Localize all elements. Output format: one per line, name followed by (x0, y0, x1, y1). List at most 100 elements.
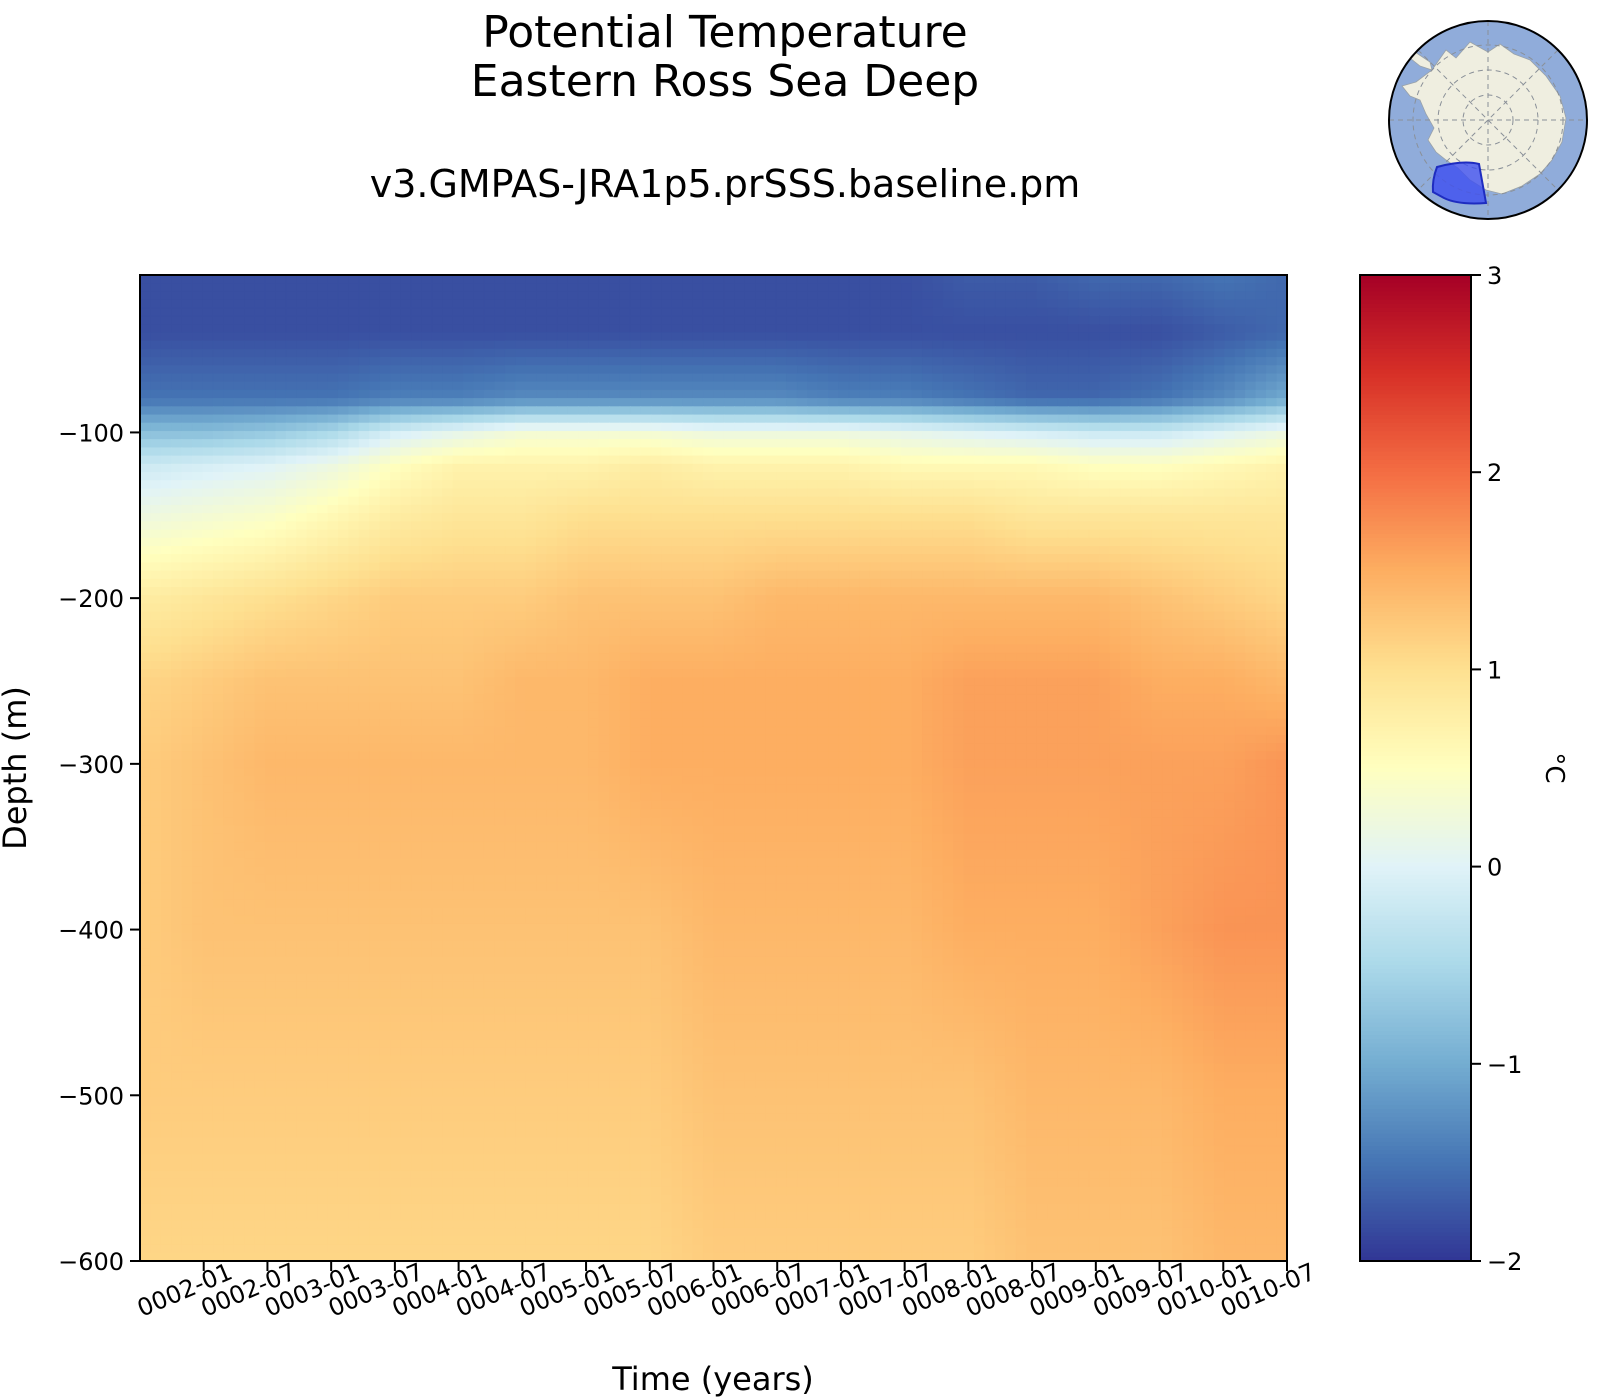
heat-cell (1067, 299, 1080, 309)
heat-cell (264, 463, 277, 473)
heat-cell (661, 578, 673, 588)
heat-cell (431, 439, 444, 449)
heat-cell (1036, 578, 1048, 588)
heat-cell (1172, 554, 1184, 564)
heat-cell (598, 299, 610, 309)
heat-cell (473, 414, 485, 424)
heat-cell (1130, 406, 1142, 416)
heat-cell (974, 611, 986, 621)
heat-cell (890, 587, 902, 597)
heat-cell (1005, 373, 1017, 383)
heat-cell (609, 521, 621, 531)
heat-cell (671, 628, 683, 638)
heat-cell (1193, 283, 1205, 293)
heat-cell (473, 504, 485, 515)
heat-cell (1276, 447, 1287, 457)
heat-cell (963, 472, 975, 482)
heat-cell (619, 554, 631, 564)
heat-cell (1036, 430, 1048, 441)
heat-cell (859, 365, 871, 375)
heat-cell (525, 488, 537, 498)
heat-cell (1245, 578, 1257, 588)
heat-cell (640, 587, 652, 597)
heat-cell (358, 381, 371, 391)
heat-cell (577, 439, 590, 449)
heat-cell (1109, 611, 1121, 621)
heat-cell (369, 332, 381, 342)
heat-cell (629, 636, 642, 646)
heat-cell (953, 537, 965, 547)
heat-cell (1130, 439, 1142, 449)
heat-cell (150, 381, 162, 391)
heat-cell (223, 414, 235, 424)
heat-cell (483, 513, 496, 523)
heat-cell (1088, 603, 1101, 613)
heat-cell (1234, 357, 1247, 367)
heat-cell (963, 340, 975, 350)
heat-cell (1047, 373, 1059, 383)
heat-cell (1036, 587, 1048, 597)
heat-cell (390, 496, 402, 506)
heat-cell (1120, 472, 1132, 482)
heat-cell (233, 275, 246, 284)
heat-cell (974, 546, 986, 556)
heat-cell (848, 496, 861, 506)
heat-cell (713, 480, 725, 490)
heat-cell (1266, 611, 1278, 621)
heat-cell (1182, 504, 1194, 515)
heat-cell (296, 275, 308, 284)
heat-cell (974, 521, 986, 531)
heat-cell (723, 455, 736, 465)
heat-cell (859, 570, 871, 580)
heat-cell (880, 521, 892, 531)
heat-cell (181, 504, 193, 515)
heat-cell (588, 430, 600, 441)
heat-cell (890, 283, 902, 293)
heat-cell (942, 463, 955, 473)
heat-cell (233, 578, 246, 588)
heat-cell (348, 414, 360, 424)
heat-cell (588, 365, 600, 375)
heat-cell (890, 595, 902, 605)
heat-cell (348, 340, 360, 350)
heat-cell (598, 562, 610, 572)
heat-cell (796, 365, 809, 375)
heat-cell (1036, 307, 1048, 317)
heat-cell (859, 430, 871, 441)
heat-cell (890, 348, 902, 358)
heat-cell (984, 283, 996, 293)
heat-cell (233, 398, 246, 408)
heat-cell (140, 562, 152, 572)
heat-cell (1245, 283, 1257, 293)
heat-cell (181, 554, 193, 564)
heat-cell (1193, 406, 1205, 416)
heat-cell (254, 447, 266, 457)
heat-cell (327, 381, 339, 391)
heat-cell (629, 414, 642, 424)
heat-cell (1140, 628, 1153, 638)
heat-cell (160, 422, 173, 432)
heat-cell (1172, 513, 1184, 523)
heat-cell (598, 595, 610, 605)
heat-cell (640, 554, 652, 564)
heat-cell (1224, 611, 1236, 621)
heat-cell (1120, 357, 1132, 367)
heat-cell (390, 340, 402, 350)
heat-cell (890, 463, 902, 473)
heat-cell (473, 447, 485, 457)
heat-cell (556, 513, 569, 523)
heat-cell (327, 529, 339, 539)
heat-cell (734, 628, 746, 638)
heat-cell (577, 365, 590, 375)
heat-cell (1172, 332, 1184, 342)
heat-cell (1130, 348, 1142, 358)
heat-cell (1182, 603, 1194, 613)
heat-cell (348, 472, 360, 482)
heat-cell (901, 554, 913, 564)
heat-cell (306, 389, 319, 399)
heat-cell (1120, 570, 1132, 580)
heat-cell (1099, 357, 1111, 367)
heat-cell (150, 275, 162, 284)
heat-cell (369, 513, 381, 523)
heat-cell (1224, 315, 1236, 326)
